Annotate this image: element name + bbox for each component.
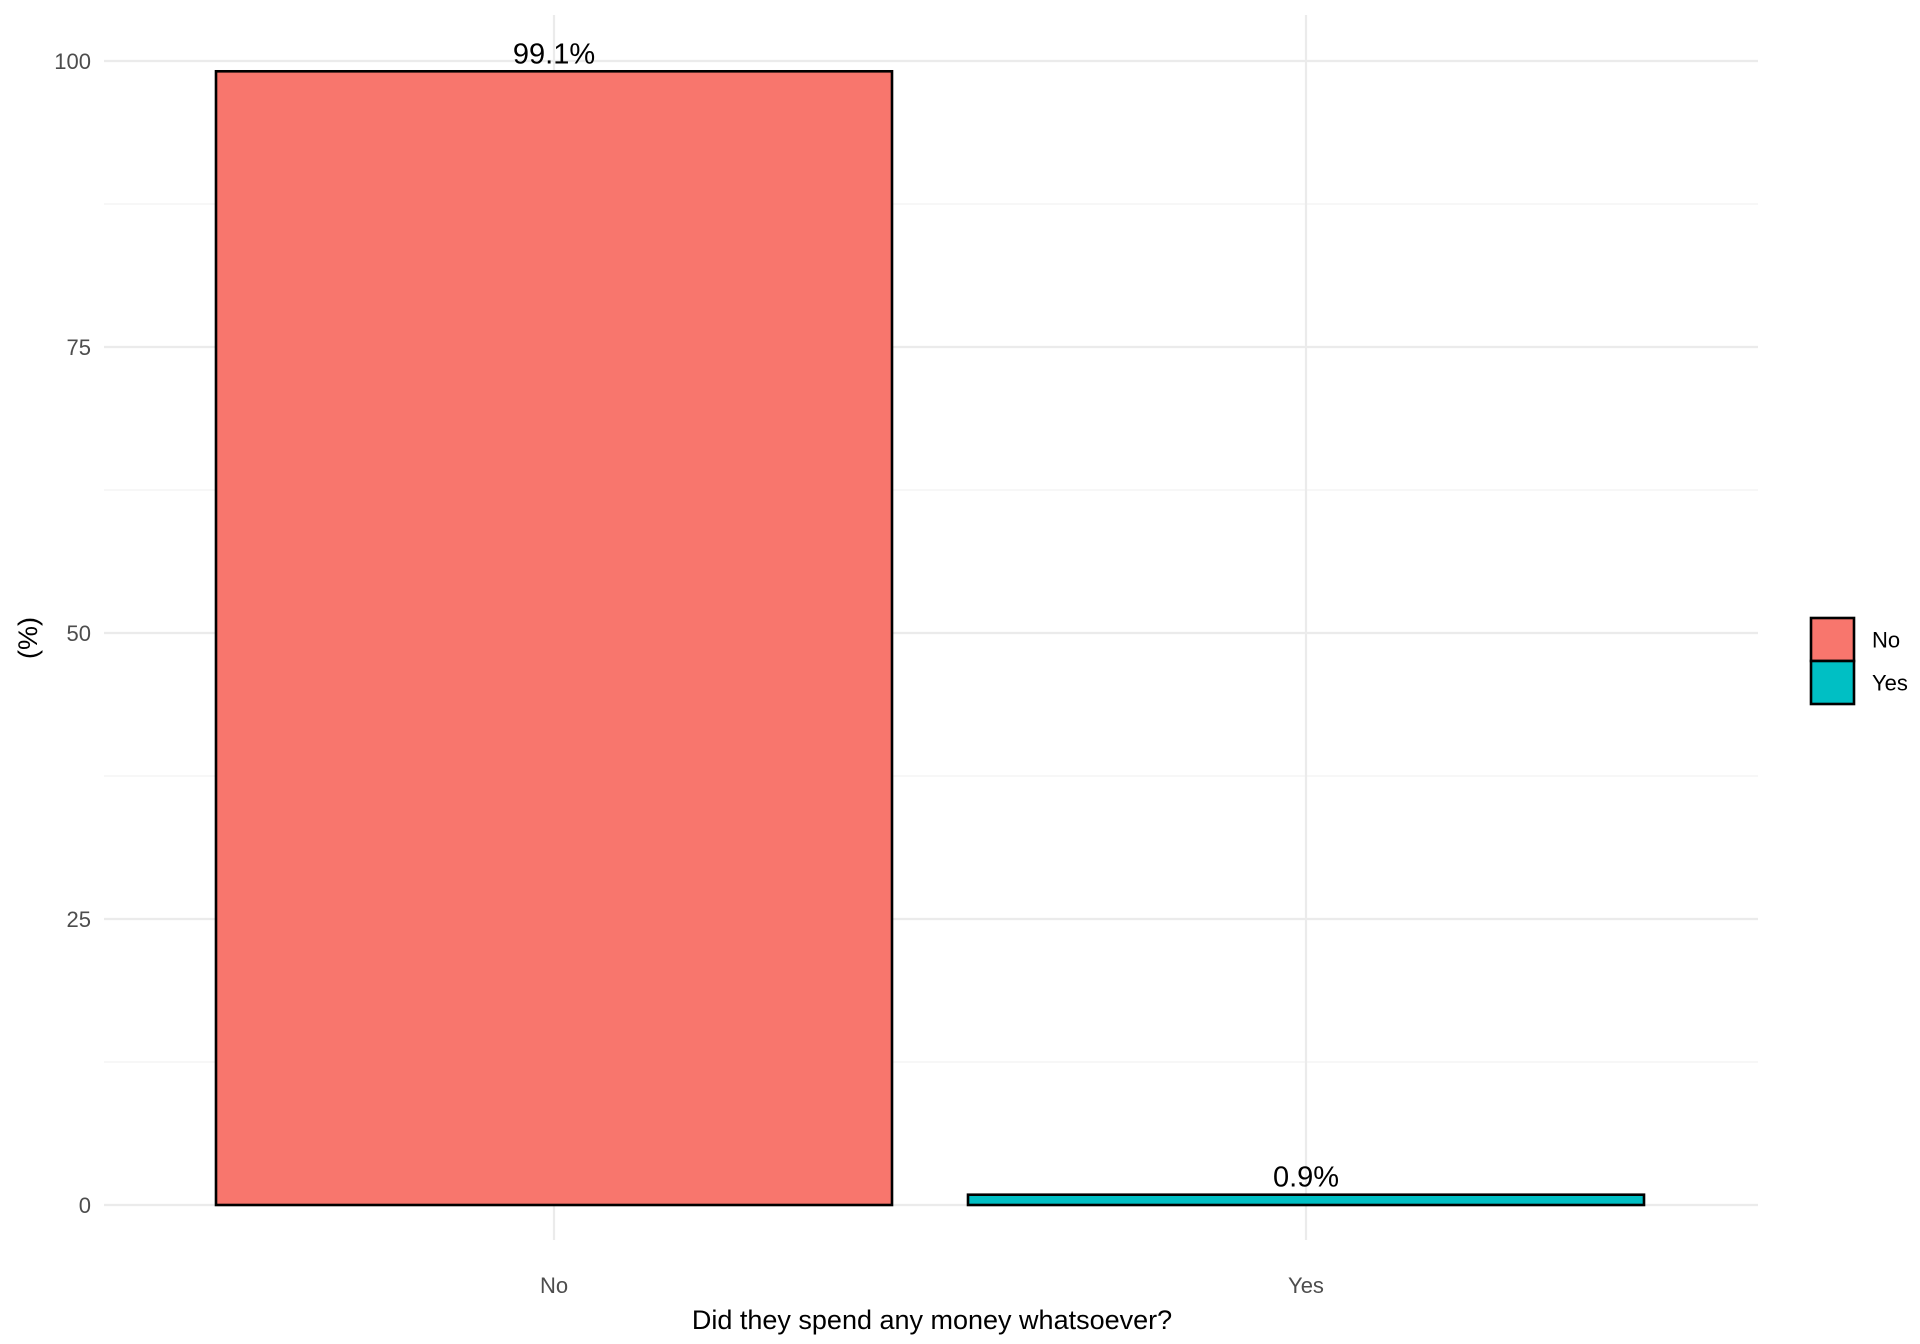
x-axis-ticks: No Yes — [540, 1273, 1324, 1298]
bar-yes — [966, 1193, 1646, 1207]
legend-key-yes — [1809, 659, 1856, 706]
y-axis-title: (%) — [13, 617, 43, 659]
bar-no — [214, 69, 894, 1207]
y-tick-label: 25 — [67, 907, 91, 932]
y-tick-label: 50 — [67, 621, 91, 646]
legend-key-no — [1809, 616, 1856, 663]
y-tick-label: 100 — [54, 49, 91, 74]
y-tick-label: 75 — [67, 335, 91, 360]
x-tick-label: No — [540, 1273, 568, 1298]
legend-label-no: No — [1872, 628, 1900, 653]
chart-data-labels: 99.1% 0.9% — [513, 38, 1339, 1193]
data-label-no: 99.1% — [513, 38, 595, 70]
legend-label-yes: Yes — [1872, 671, 1908, 696]
x-axis-title: Did they spend any money whatsoever? — [692, 1305, 1172, 1335]
y-tick-label: 0 — [79, 1193, 91, 1218]
y-axis-ticks: 0 25 50 75 100 — [54, 49, 91, 1218]
chart-bars — [214, 69, 1646, 1207]
x-tick-label: Yes — [1288, 1273, 1324, 1298]
data-label-yes: 0.9% — [1273, 1162, 1339, 1194]
legend: No Yes — [1809, 616, 1908, 706]
